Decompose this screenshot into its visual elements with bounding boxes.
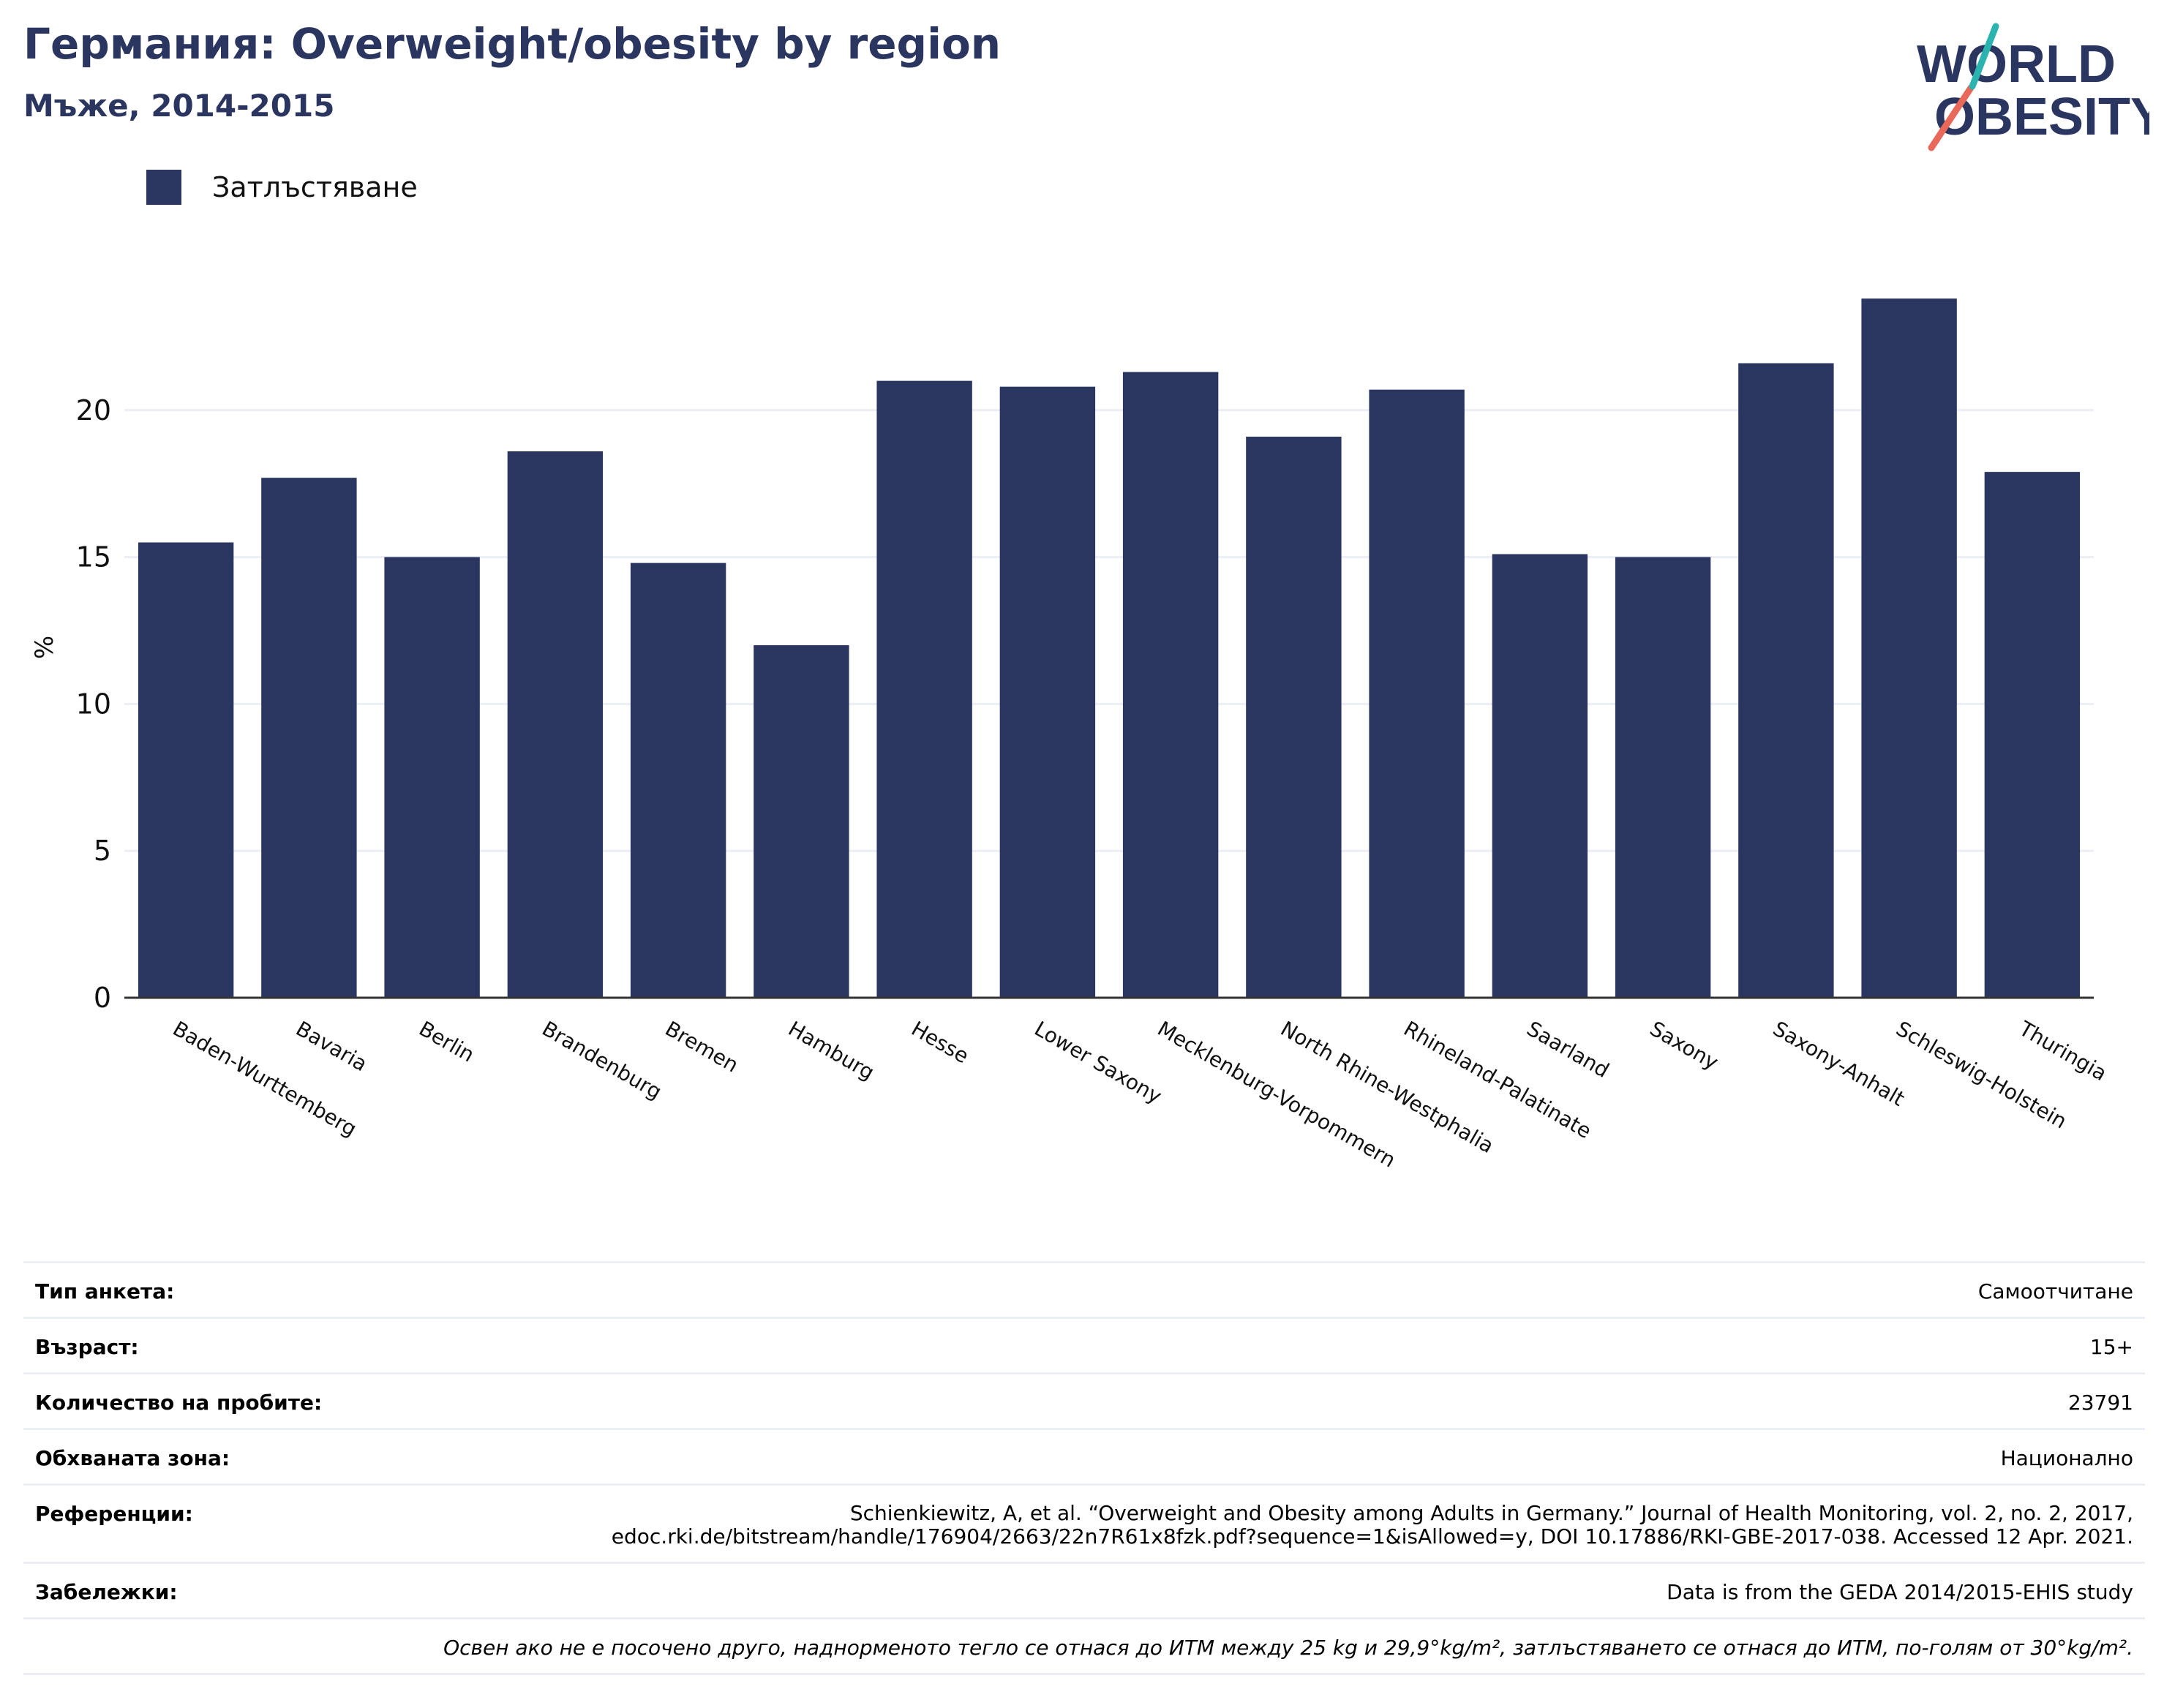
x-tick-label: Berlin	[415, 1016, 478, 1066]
bar[interactable]	[876, 380, 972, 998]
y-axis-label: %	[30, 636, 59, 659]
info-table: Тип анкета: Самоотчитане Възраст: 15+ Количе…	[23, 1261, 2145, 1676]
info-key: Референции:	[35, 1502, 193, 1526]
x-tick-label: Brandenburg	[538, 1016, 666, 1104]
bar[interactable]	[999, 386, 1096, 998]
x-tick-label: Hamburg	[784, 1016, 879, 1084]
bar[interactable]	[754, 645, 849, 998]
bar[interactable]	[1369, 389, 1465, 998]
info-row: Количество на пробите: 23791	[23, 1372, 2145, 1428]
bar[interactable]	[1246, 436, 1342, 998]
info-key: Възраст:	[35, 1335, 139, 1359]
bar[interactable]	[1738, 363, 1834, 998]
y-tick-label: 5	[94, 835, 111, 867]
bar[interactable]	[630, 563, 726, 998]
y-tick-label: 20	[76, 394, 111, 426]
logo-line1: WORLD	[1917, 35, 2116, 94]
bar[interactable]	[261, 478, 357, 998]
info-key: Количество на пробите:	[35, 1391, 323, 1415]
bar[interactable]	[1492, 554, 1588, 998]
bars	[138, 298, 2081, 998]
info-row: Референции: Schienkiewitz, A, et al. “Ove…	[23, 1483, 2145, 1562]
logo-slash-red	[1928, 84, 1975, 151]
y-tick-label: 10	[76, 688, 111, 720]
bar[interactable]	[1861, 298, 1957, 998]
chart-title: Германия: Overweight/obesity by region	[23, 19, 1002, 69]
logo-line2: OBESITY	[1934, 88, 2149, 146]
x-tick-label: Thuringia	[2015, 1016, 2111, 1086]
info-key: Тип анкета:	[35, 1279, 175, 1303]
x-tick-label: Mecklenburg-Vorpommern	[1154, 1016, 1400, 1172]
chart-subtitle: Мъже, 2014-2015	[23, 88, 335, 124]
x-tick-label: Saarland	[1522, 1016, 1613, 1083]
info-value: Data is from the GEDA 2014/2015-EHIS stu…	[1667, 1580, 2133, 1605]
info-row: Обхваната зона: Национално	[23, 1428, 2145, 1483]
info-value: Schienkiewitz, A, et al. “Overweight and…	[611, 1501, 2133, 1549]
x-tick-label: Hesse	[907, 1016, 973, 1068]
info-row: Забележки: Data is from the GEDA 2014/201…	[23, 1562, 2145, 1617]
world-obesity-logo: WORLD OBESITY	[1917, 23, 2149, 151]
bar[interactable]	[1122, 372, 1219, 998]
info-note: Освен ако не е посочено друго, наднормен…	[23, 1617, 2145, 1676]
y-tick-label: 15	[76, 541, 111, 573]
bar[interactable]	[1984, 472, 2081, 998]
bar[interactable]	[138, 542, 234, 998]
legend-swatch	[146, 170, 181, 205]
bar[interactable]	[1615, 557, 1711, 998]
info-value: 15+	[2089, 1335, 2133, 1359]
legend: Затлъстяване	[146, 170, 418, 205]
x-tick-label: Lower Saxony	[1030, 1016, 1165, 1108]
info-key: Забележки:	[35, 1580, 178, 1605]
info-value: Национално	[2000, 1446, 2133, 1470]
x-tick-label: Saxony-Anhalt	[1769, 1016, 1909, 1110]
info-key: Обхваната зона:	[35, 1446, 230, 1470]
bar[interactable]	[384, 557, 480, 998]
info-row: Тип анкета: Самоотчитане	[23, 1261, 2145, 1317]
x-tick-label: Bavaria	[292, 1016, 372, 1076]
info-value: 23791	[2067, 1391, 2133, 1415]
info-value: Самоотчитане	[1977, 1279, 2133, 1303]
x-tick-label: Saxony	[1646, 1016, 1723, 1075]
logo-slash-teal	[1969, 23, 1999, 90]
legend-label: Затлъстяване	[212, 171, 418, 203]
bar[interactable]	[507, 451, 604, 998]
x-tick-label: Bremen	[661, 1016, 743, 1077]
info-row: Възраст: 15+	[23, 1317, 2145, 1372]
x-tick-label: North Rhine-Westphalia	[1277, 1016, 1498, 1158]
y-tick-label: 0	[94, 982, 111, 1014]
